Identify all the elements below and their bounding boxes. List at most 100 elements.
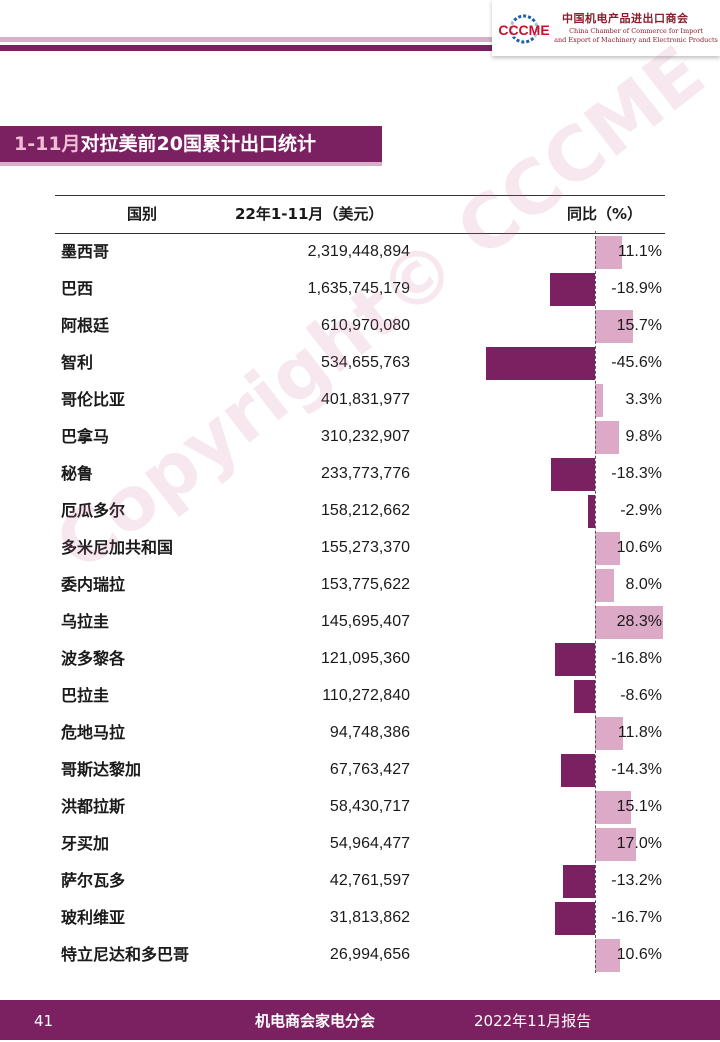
yoy-percent: 10.6% — [616, 946, 662, 963]
export-value: 2,319,448,894 — [307, 243, 410, 260]
yoy-bar — [595, 939, 621, 972]
table-row: 牙买加 54,964,477 17.0% — [55, 825, 665, 862]
page-number: 41 — [34, 1012, 54, 1030]
table-header-row: 国别 22年1-11月（美元） 同比（%） — [55, 195, 665, 233]
logo-mark-text: CCCME — [498, 22, 549, 38]
yoy-percent: 11.8% — [617, 724, 662, 741]
yoy-percent: -8.6% — [620, 687, 662, 704]
export-value: 121,095,360 — [321, 650, 410, 667]
yoy-bar — [595, 310, 633, 343]
country-name: 多米尼加共和国 — [61, 538, 174, 557]
yoy-bar — [595, 828, 636, 861]
section-title: 1-11月对拉美前20国累计出口统计 — [14, 126, 316, 162]
yoy-bar — [595, 791, 632, 824]
yoy-percent: -16.7% — [611, 909, 662, 926]
country-name: 哥斯达黎加 — [61, 760, 142, 779]
yoy-percent: -14.3% — [611, 761, 662, 778]
export-value: 233,773,776 — [321, 465, 410, 482]
yoy-percent: -18.3% — [611, 465, 662, 482]
export-value: 58,430,717 — [329, 798, 410, 815]
country-name: 厄瓜多尔 — [61, 501, 126, 520]
export-value: 1,635,745,179 — [307, 280, 410, 297]
footer-org: 机电商会家电分会 — [255, 1012, 376, 1030]
table-row: 秘鲁 233,773,776 -18.3% — [55, 455, 665, 492]
yoy-percent: -45.6% — [611, 354, 662, 371]
table-row: 萨尔瓦多 42,761,597 -13.2% — [55, 862, 665, 899]
yoy-percent: -2.9% — [620, 502, 662, 519]
yoy-percent: -16.8% — [611, 650, 662, 667]
col-header-yoy: 同比（%） — [567, 205, 643, 223]
cccme-logo: CCCME 中国机电产品进出口商会 China Chamber of Comme… — [492, 0, 720, 56]
title-underline — [0, 162, 382, 166]
yoy-percent: 17.0% — [616, 835, 662, 852]
cccme-logo-icon: CCCME — [496, 14, 552, 44]
yoy-bar — [595, 717, 624, 750]
table-row: 波多黎各 121,095,360 -16.8% — [55, 640, 665, 677]
export-value: 401,831,977 — [321, 391, 410, 408]
yoy-bar — [595, 606, 663, 639]
country-name: 秘鲁 — [61, 464, 94, 483]
table-row: 智利 534,655,763 -45.6% — [55, 344, 665, 381]
export-value: 94,748,386 — [329, 724, 410, 741]
table-row: 危地马拉 94,748,386 11.8% — [55, 714, 665, 751]
table-row: 多米尼加共和国 155,273,370 10.6% — [55, 529, 665, 566]
yoy-percent: 8.0% — [625, 576, 662, 593]
table-row: 阿根廷 610,970,080 15.7% — [55, 307, 665, 344]
yoy-percent: 11.1% — [617, 243, 662, 260]
yoy-percent: 15.1% — [616, 798, 662, 815]
country-name: 智利 — [61, 353, 94, 372]
header-stripe-light — [0, 37, 492, 42]
yoy-bar — [595, 236, 622, 269]
yoy-bar — [574, 680, 595, 713]
col-header-country: 国别 — [127, 205, 158, 223]
export-value: 42,761,597 — [329, 872, 410, 889]
export-value: 67,763,427 — [329, 761, 410, 778]
yoy-bar — [554, 902, 595, 935]
export-value: 54,964,477 — [329, 835, 410, 852]
export-value: 145,695,407 — [321, 613, 410, 630]
table-row: 巴西 1,635,745,179 -18.9% — [55, 270, 665, 307]
section-title-bar: 1-11月对拉美前20国累计出口统计 — [0, 126, 382, 162]
country-name: 危地马拉 — [61, 723, 126, 742]
table-row: 乌拉圭 145,695,407 28.3% — [55, 603, 665, 640]
yoy-bar — [554, 643, 595, 676]
country-name: 墨西哥 — [61, 242, 110, 261]
header-stripe-dark — [0, 45, 720, 51]
table-row: 玻利维亚 31,813,862 -16.7% — [55, 899, 665, 936]
country-name: 阿根廷 — [61, 316, 110, 335]
col-header-value: 22年1-11月（美元） — [235, 205, 384, 223]
export-value: 310,232,907 — [321, 428, 410, 445]
yoy-percent: 28.3% — [616, 613, 662, 630]
country-name: 牙买加 — [61, 834, 110, 853]
table-row: 特立尼达和多巴哥 26,994,656 10.6% — [55, 936, 665, 973]
export-value: 158,212,662 — [321, 502, 410, 519]
yoy-bar — [551, 458, 595, 491]
country-name: 波多黎各 — [61, 649, 126, 668]
yoy-percent: 9.8% — [625, 428, 662, 445]
yoy-bar — [485, 347, 595, 380]
section-title-main: 对拉美前20国累计出口统计 — [80, 133, 316, 155]
yoy-percent: -13.2% — [611, 872, 662, 889]
export-value: 31,813,862 — [329, 909, 410, 926]
export-value: 153,775,622 — [321, 576, 410, 593]
table-row: 哥斯达黎加 67,763,427 -14.3% — [55, 751, 665, 788]
table-row: 厄瓜多尔 158,212,662 -2.9% — [55, 492, 665, 529]
country-name: 巴西 — [61, 279, 94, 298]
export-value: 534,655,763 — [321, 354, 410, 371]
yoy-percent: 10.6% — [616, 539, 662, 556]
section-title-accent: 1-11月 — [14, 133, 81, 155]
logo-english-name: China Chamber of Commerce for Import and… — [554, 27, 718, 45]
yoy-bar — [588, 495, 595, 528]
yoy-percent: 3.3% — [625, 391, 662, 408]
country-name: 特立尼达和多巴哥 — [61, 945, 190, 964]
export-value: 26,994,656 — [329, 946, 410, 963]
country-name: 哥伦比亚 — [61, 390, 126, 409]
logo-english-line2: and Export of Machinery and Electronic P… — [554, 36, 718, 44]
export-value: 110,272,840 — [322, 687, 410, 704]
yoy-bar — [595, 384, 603, 417]
table-row: 墨西哥 2,319,448,894 11.1% — [55, 233, 665, 270]
logo-chinese-name: 中国机电产品进出口商会 — [562, 12, 689, 25]
country-name: 巴拿马 — [61, 427, 110, 446]
country-name: 巴拉圭 — [61, 686, 110, 705]
logo-english-line1: China Chamber of Commerce for Import — [569, 27, 703, 35]
